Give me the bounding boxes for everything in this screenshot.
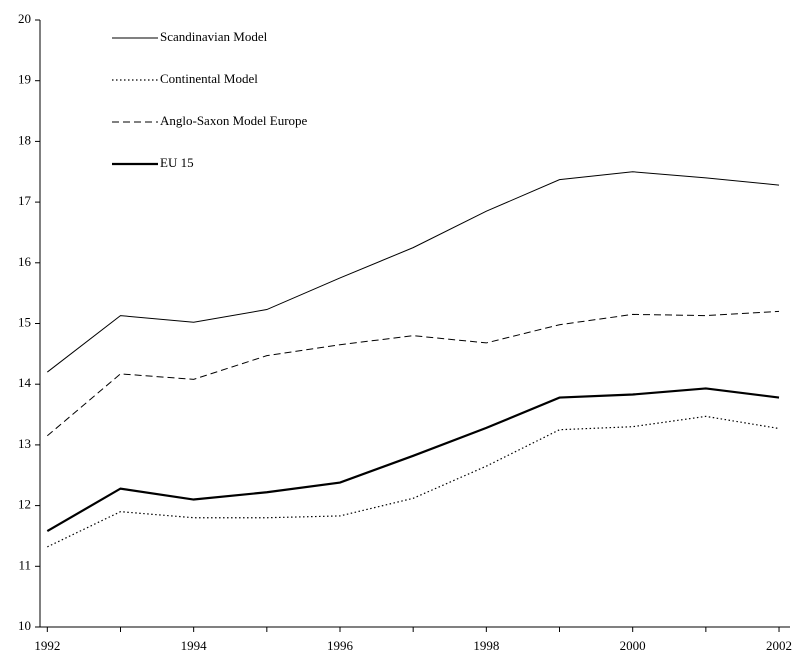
series-line: [47, 415, 780, 548]
x-tick-label: 2000: [620, 638, 646, 653]
y-tick-label: 10: [18, 618, 31, 633]
y-tick-label: 11: [18, 557, 31, 572]
y-tick-label: 15: [18, 314, 31, 329]
y-tick-label: 14: [18, 375, 32, 390]
y-tick-label: 18: [18, 132, 31, 147]
series-line: [47, 171, 780, 373]
x-tick-label: 1996: [327, 638, 354, 653]
y-tick-label: 17: [18, 193, 32, 208]
series-line: [46, 387, 780, 533]
y-tick-label: 20: [18, 11, 31, 26]
y-tick-label: 13: [18, 436, 31, 451]
x-tick-label: 1994: [181, 638, 208, 653]
x-tick-label: 2002: [766, 638, 792, 653]
legend-label: Continental Model: [160, 71, 258, 86]
legend-label: EU 15: [160, 155, 194, 170]
legend-label: Anglo-Saxon Model Europe: [160, 113, 308, 128]
y-tick-label: 19: [18, 72, 31, 87]
y-tick-label: 12: [18, 497, 31, 512]
x-tick-label: 1992: [34, 638, 60, 653]
y-tick-label: 16: [18, 254, 32, 269]
x-tick-label: 1998: [473, 638, 499, 653]
series-line: [46, 310, 780, 437]
legend-label: Scandinavian Model: [160, 29, 268, 44]
